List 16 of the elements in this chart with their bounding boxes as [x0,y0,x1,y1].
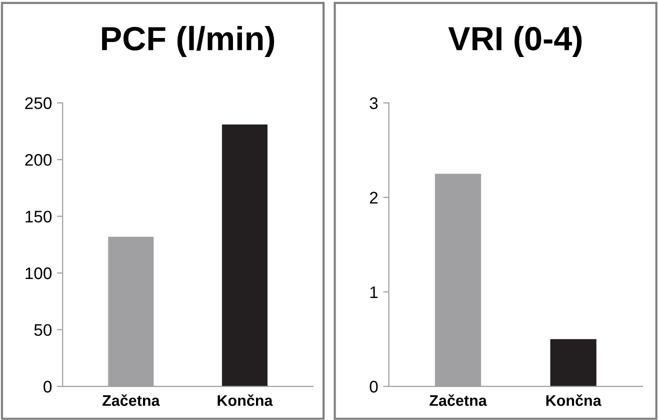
y-tick-label: 0 [370,380,378,393]
y-tick-label: 3 [370,97,378,110]
y-tick-label: 150 [26,210,52,223]
x-tick-label: Začetna [430,394,487,406]
y-tick-label: 0 [44,380,52,393]
chart-title: PCF (l/min) [102,26,274,58]
y-tick-label: 200 [25,154,52,166]
y-tick-label: 1 [370,286,378,298]
x-tick-label: Začetna [102,394,160,406]
y-tick-label: 250 [25,97,52,110]
x-tick-label: Končna [546,394,602,406]
y-tick-label: 2 [370,192,378,204]
chart-title: VRI (0-4) [448,26,582,58]
y-tick-label: 100 [26,267,52,280]
y-tick-label: 50 [34,324,52,336]
x-tick-label: Končna [218,394,273,406]
